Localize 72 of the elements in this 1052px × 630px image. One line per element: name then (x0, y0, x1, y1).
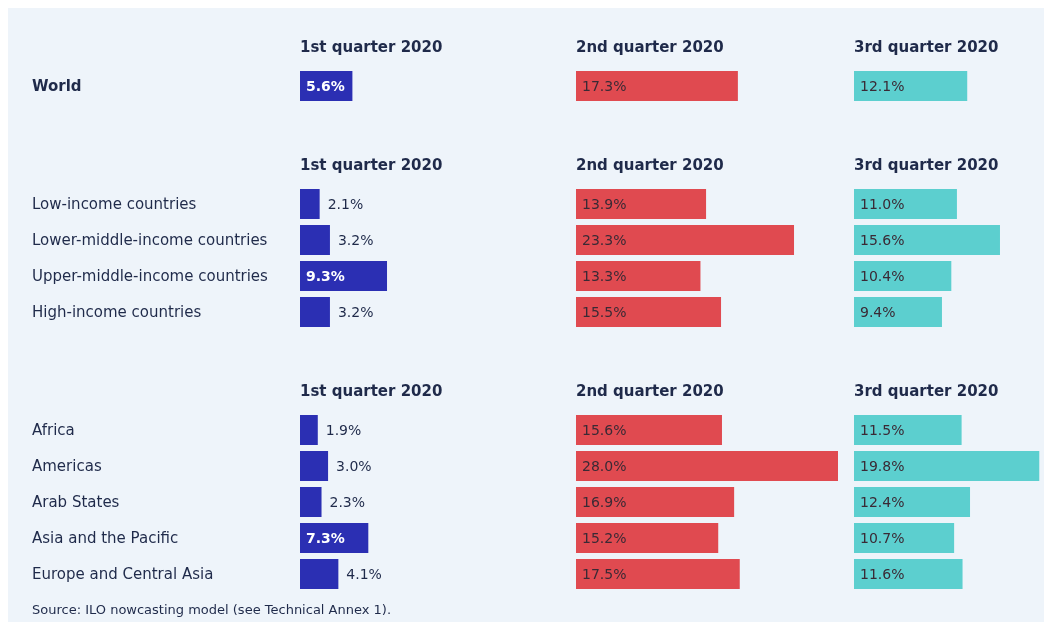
data-label: 2.3% (329, 493, 366, 510)
y-tick-label: Upper-middle-income countries (32, 267, 269, 286)
y-tick-label: Lower-middle-income countries (32, 231, 268, 250)
data-label: 7.3% (306, 529, 345, 546)
bar (300, 487, 322, 517)
bar (854, 487, 971, 517)
data-label: 1.9% (325, 421, 362, 438)
bar (576, 297, 722, 327)
data-label: 28.0% (582, 457, 627, 474)
bar (854, 559, 963, 589)
y-tick-label: World (32, 77, 82, 96)
data-label: 11.5% (860, 421, 905, 438)
data-label: 15.6% (860, 231, 905, 248)
y-tick-label: High-income countries (32, 303, 202, 322)
data-label: 12.4% (860, 493, 905, 510)
data-label: 9.4% (860, 303, 896, 320)
bar (854, 225, 1000, 255)
data-label: 23.3% (582, 231, 627, 248)
data-label: 12.1% (860, 77, 905, 94)
y-tick-label: Americas (32, 457, 102, 476)
data-label: 3.2% (337, 303, 374, 320)
data-label: 9.3% (306, 267, 345, 284)
chart-title: 2nd quarter 2020 (576, 382, 724, 400)
bar (576, 523, 719, 553)
data-label: 13.9% (582, 195, 627, 212)
bar (854, 189, 957, 219)
data-label: 16.9% (582, 493, 627, 510)
data-label: 11.0% (860, 195, 905, 212)
data-label: 3.0% (336, 457, 372, 474)
bar (576, 487, 735, 517)
bar (854, 523, 955, 553)
data-label: 15.5% (582, 303, 627, 320)
chart-title: 1st quarter 2020 (300, 38, 443, 56)
data-label: 15.2% (582, 529, 627, 546)
bar (300, 559, 339, 589)
bar (854, 261, 952, 291)
y-tick-label: Asia and the Pacific (32, 529, 179, 548)
source-note: Source: ILO nowcasting model (see Technical Annex 1). (32, 602, 392, 617)
chart-title: 1st quarter 2020 (300, 156, 443, 174)
bar (854, 415, 962, 445)
chart-title: 2nd quarter 2020 (576, 156, 724, 174)
chart-title: 1st quarter 2020 (300, 382, 443, 400)
data-label: 13.3% (582, 267, 627, 284)
data-label: 10.7% (860, 529, 905, 546)
data-label: 17.5% (582, 565, 627, 582)
data-label: 10.4% (860, 267, 905, 284)
bar (576, 225, 795, 255)
bar (576, 415, 722, 445)
data-label: 3.2% (337, 231, 374, 248)
bar (576, 451, 838, 481)
bar (576, 261, 701, 291)
y-tick-label: Low-income countries (32, 195, 197, 214)
chart-title: 3rd quarter 2020 (854, 38, 999, 56)
data-label: 2.1% (327, 195, 364, 212)
chart-title: 3rd quarter 2020 (854, 156, 999, 174)
chart-title: 2nd quarter 2020 (576, 38, 724, 56)
bar (300, 415, 318, 445)
data-label: 19.8% (860, 457, 905, 474)
bar (300, 451, 329, 481)
data-label: 11.6% (860, 565, 905, 582)
bar (854, 451, 1040, 481)
data-label: 15.6% (582, 421, 627, 438)
y-tick-label: Arab States (32, 493, 120, 512)
bar (854, 297, 942, 327)
y-tick-label: Europe and Central Asia (32, 565, 214, 584)
data-label: 4.1% (346, 565, 382, 582)
bar (576, 559, 740, 589)
y-tick-label: Africa (32, 421, 75, 440)
bar (576, 189, 707, 219)
data-label: 5.6% (306, 77, 345, 94)
data-label: 17.3% (582, 77, 627, 94)
chart-title: 3rd quarter 2020 (854, 382, 999, 400)
